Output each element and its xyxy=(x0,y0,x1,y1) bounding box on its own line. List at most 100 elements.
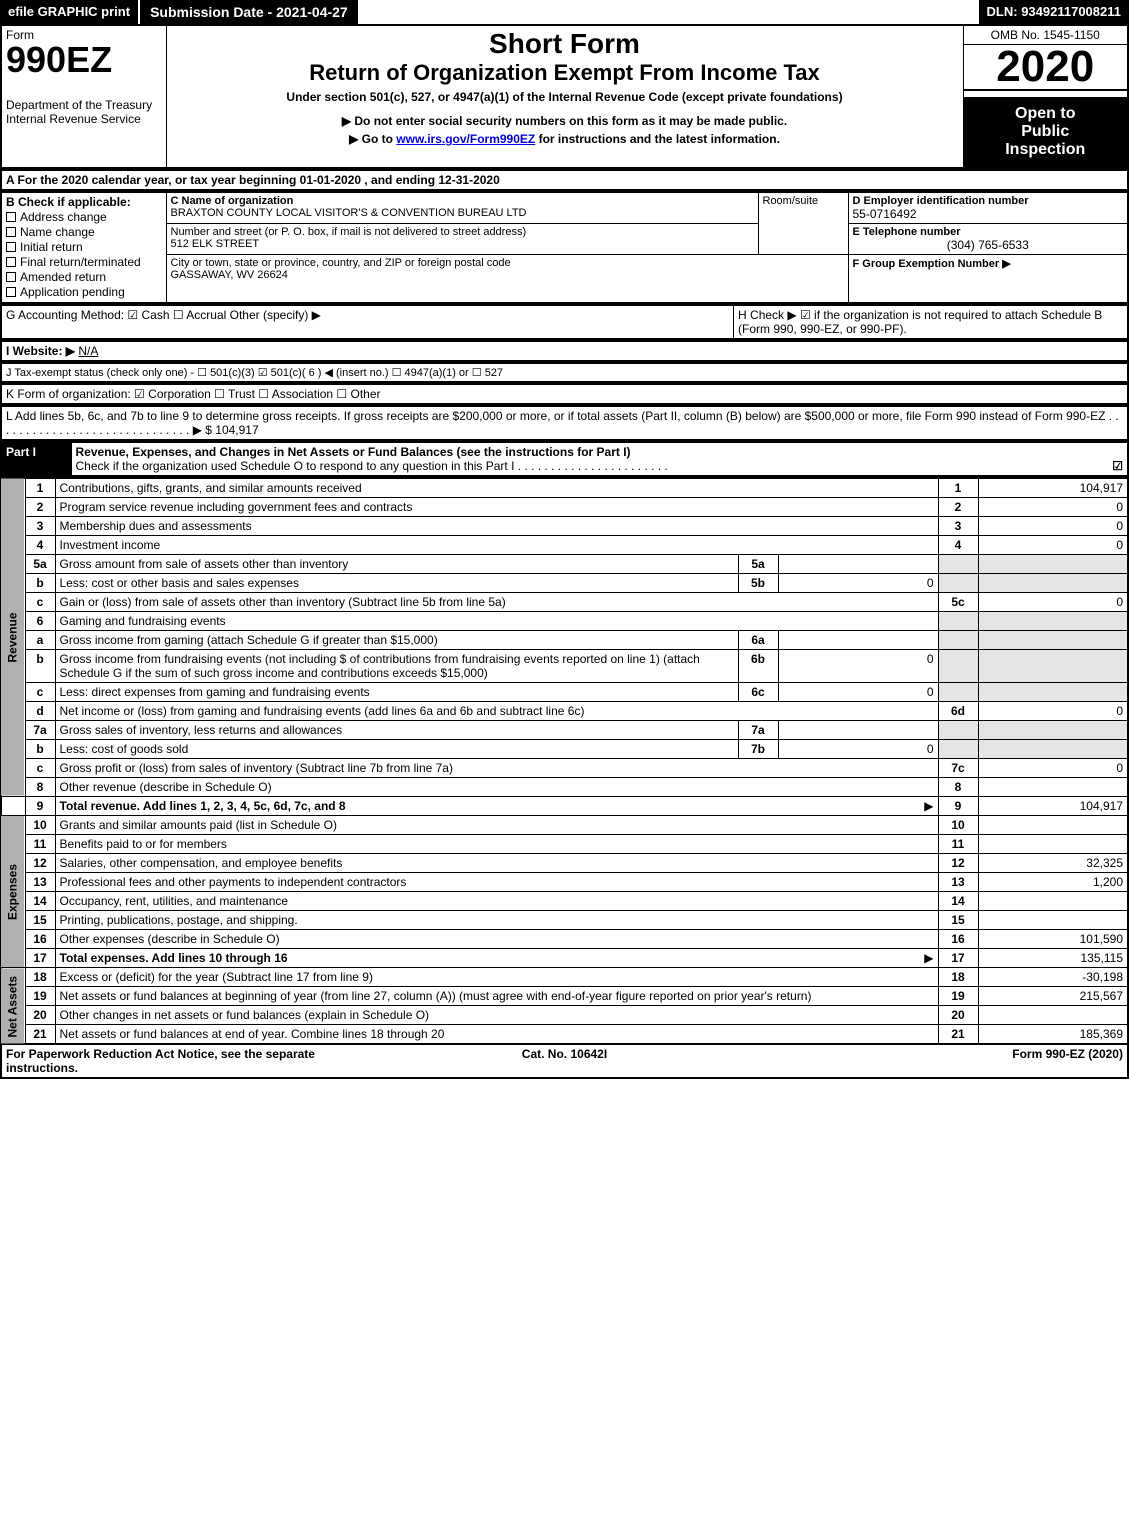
l9-no: 9 xyxy=(25,797,55,816)
section-b-table: B Check if applicable: Address change Na… xyxy=(0,191,1129,304)
l3-rnum: 3 xyxy=(938,517,978,536)
l5a-sv xyxy=(778,555,938,574)
open-inspection-cell: Open to Public Inspection xyxy=(963,90,1128,168)
l8-rnum: 8 xyxy=(938,778,978,797)
l7a-sn: 7a xyxy=(738,721,778,740)
l10-no: 10 xyxy=(25,816,55,835)
l2-desc: Program service revenue including govern… xyxy=(55,498,938,517)
l16-val: 101,590 xyxy=(978,930,1128,949)
l7c-no: c xyxy=(25,759,55,778)
l5b-no: b xyxy=(25,574,55,593)
row-j: J Tax-exempt status (check only one) - ☐… xyxy=(0,362,1129,383)
dln-label: DLN: 93492117008211 xyxy=(979,0,1129,24)
l7a-desc: Gross sales of inventory, less returns a… xyxy=(55,721,738,740)
section-text: Under section 501(c), 527, or 4947(a)(1)… xyxy=(171,90,959,104)
l17-desc: Total expenses. Add lines 10 through 16 xyxy=(60,951,288,965)
e-label: E Telephone number xyxy=(853,226,1124,238)
row-a: A For the 2020 calendar year, or tax yea… xyxy=(0,169,1129,191)
l21-desc: Net assets or fund balances at end of ye… xyxy=(55,1025,938,1045)
l6b-val xyxy=(978,650,1128,683)
l1-no: 1 xyxy=(25,478,55,498)
l13-no: 13 xyxy=(25,873,55,892)
l5c-desc: Gain or (loss) from sale of assets other… xyxy=(55,593,938,612)
l12-no: 12 xyxy=(25,854,55,873)
l2-val: 0 xyxy=(978,498,1128,517)
part1-title-cell: Revenue, Expenses, and Changes in Net As… xyxy=(71,442,1128,476)
footer-right: Form 990-EZ (2020) xyxy=(751,1047,1123,1075)
spacer xyxy=(358,0,979,24)
chk-application-pending-label: Application pending xyxy=(20,285,125,299)
l6a-desc: Gross income from gaming (attach Schedul… xyxy=(55,631,738,650)
chk-final-return[interactable]: Final return/terminated xyxy=(6,255,162,269)
l5c-rnum: 5c xyxy=(938,593,978,612)
col-b: B Check if applicable: Address change Na… xyxy=(1,192,166,303)
l18-no: 18 xyxy=(25,968,55,987)
c-label: C Name of organization xyxy=(171,195,754,207)
l6-desc: Gaming and fundraising events xyxy=(55,612,938,631)
efile-graphic-print-button[interactable]: efile GRAPHIC print xyxy=(0,0,138,24)
l14-val xyxy=(978,892,1128,911)
l9-rnum: 9 xyxy=(938,797,978,816)
l21-no: 21 xyxy=(25,1025,55,1045)
chk-address-change[interactable]: Address change xyxy=(6,210,162,224)
l6b-sn: 6b xyxy=(738,650,778,683)
l17-rnum: 17 xyxy=(938,949,978,968)
l6a-rnum xyxy=(938,631,978,650)
l6c-rnum xyxy=(938,683,978,702)
irs-label: Internal Revenue Service xyxy=(6,112,162,126)
l2-no: 2 xyxy=(25,498,55,517)
chk-name-change[interactable]: Name change xyxy=(6,225,162,239)
l13-desc: Professional fees and other payments to … xyxy=(55,873,938,892)
l7b-sv: 0 xyxy=(778,740,938,759)
l6c-no: c xyxy=(25,683,55,702)
street-value: 512 ELK STREET xyxy=(171,238,754,250)
l7b-desc: Less: cost of goods sold xyxy=(55,740,738,759)
l6a-val xyxy=(978,631,1128,650)
submission-date-button[interactable]: Submission Date - 2021-04-27 xyxy=(138,0,358,24)
chk-application-pending[interactable]: Application pending xyxy=(6,285,162,299)
l5a-sn: 5a xyxy=(738,555,778,574)
l3-val: 0 xyxy=(978,517,1128,536)
chk-amended-return[interactable]: Amended return xyxy=(6,270,162,284)
l6a-no: a xyxy=(25,631,55,650)
l9-desc-cell: Total revenue. Add lines 1, 2, 3, 4, 5c,… xyxy=(55,797,938,816)
l5b-desc: Less: cost or other basis and sales expe… xyxy=(55,574,738,593)
l15-val xyxy=(978,911,1128,930)
l19-val: 215,567 xyxy=(978,987,1128,1006)
l20-desc: Other changes in net assets or fund bala… xyxy=(55,1006,938,1025)
l5a-rnum xyxy=(938,555,978,574)
row-i: I Website: ▶ N/A xyxy=(0,340,1129,362)
l14-desc: Occupancy, rent, utilities, and maintena… xyxy=(55,892,938,911)
l6b-rnum xyxy=(938,650,978,683)
chk-initial-return[interactable]: Initial return xyxy=(6,240,162,254)
header-center-cell: Short Form Return of Organization Exempt… xyxy=(166,25,963,168)
l7c-rnum: 7c xyxy=(938,759,978,778)
i-website: N/A xyxy=(78,344,98,358)
l15-desc: Printing, publications, postage, and shi… xyxy=(55,911,938,930)
l16-desc: Other expenses (describe in Schedule O) xyxy=(55,930,938,949)
chk-name-change-label: Name change xyxy=(20,225,95,239)
l6c-sv: 0 xyxy=(778,683,938,702)
l12-val: 32,325 xyxy=(978,854,1128,873)
l4-desc: Investment income xyxy=(55,536,938,555)
l10-desc: Grants and similar amounts paid (list in… xyxy=(55,816,938,835)
part1-check-text: Check if the organization used Schedule … xyxy=(76,459,668,473)
irs-link[interactable]: www.irs.gov/Form990EZ xyxy=(396,132,535,146)
l9-val: 104,917 xyxy=(978,797,1128,816)
l-amount: 104,917 xyxy=(215,423,258,437)
l7c-val: 0 xyxy=(978,759,1128,778)
part1-title: Revenue, Expenses, and Changes in Net As… xyxy=(76,445,631,459)
l5a-val xyxy=(978,555,1128,574)
l5b-val xyxy=(978,574,1128,593)
part1-check-mark[interactable]: ☑ xyxy=(1112,459,1123,473)
revenue-vertical-label: Revenue xyxy=(1,478,25,797)
chk-initial-return-label: Initial return xyxy=(20,240,83,254)
l7a-val xyxy=(978,721,1128,740)
footer-mid: Cat. No. 10642I xyxy=(378,1047,750,1075)
footer: For Paperwork Reduction Act Notice, see … xyxy=(0,1045,1129,1079)
inspection-text: Inspection xyxy=(968,141,1124,159)
room-suite-cell: Room/suite xyxy=(758,192,848,255)
l5c-val: 0 xyxy=(978,593,1128,612)
l5b-sv: 0 xyxy=(778,574,938,593)
netassets-vertical-label: Net Assets xyxy=(1,968,25,1045)
